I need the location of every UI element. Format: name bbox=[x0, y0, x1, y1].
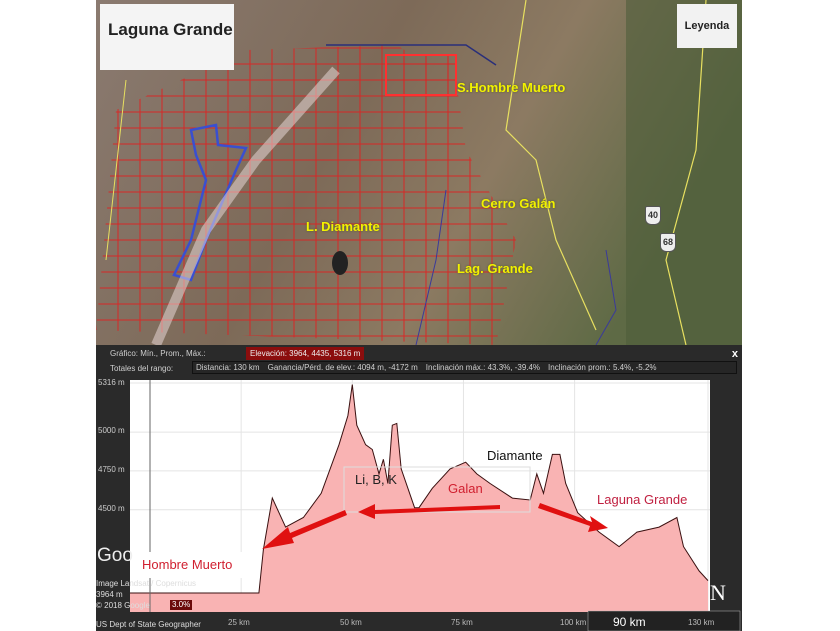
north-arrow-icon[interactable]: N bbox=[710, 580, 726, 605]
attribution-imagery: Image Landsat / Copernicus bbox=[96, 579, 197, 588]
distance-stat: Distancia: 130 km bbox=[196, 363, 260, 372]
elevation-stats-bar: Gráfico: Mín., Prom., Máx.: Elevación: 3… bbox=[96, 345, 742, 380]
place-label-lag-grande: Lag. Grande bbox=[457, 261, 533, 276]
max-slope-stat: Inclinación máx.: 43.3%, -39.4% bbox=[425, 363, 541, 372]
hombre-muerto-label-box bbox=[138, 552, 256, 578]
elevation-stat: Elevación: 3964, 4435, 5316 m bbox=[246, 347, 365, 360]
y-tick-label: 5316 m bbox=[98, 378, 125, 387]
close-profile-button[interactable]: x bbox=[731, 348, 738, 360]
map-imagery bbox=[96, 0, 742, 345]
place-label-cerro-galan: Cerro Galán bbox=[481, 196, 556, 211]
arrow-left-hombre-muerto bbox=[262, 510, 347, 549]
range-totals-label: Totales del rango: bbox=[110, 364, 174, 373]
avg-slope-stat: Inclinación prom.: 5.4%, -5.2% bbox=[548, 363, 657, 372]
cursor-slope: 3.0% bbox=[170, 600, 193, 610]
place-label-hombre-muerto: S.Hombre Muerto bbox=[457, 80, 566, 95]
attribution-copyright: © 2018 Google bbox=[96, 601, 150, 610]
annotation-laguna-grande: Laguna Grande bbox=[597, 492, 688, 507]
attribution-geographer: US Dept of State Geographer bbox=[96, 620, 201, 629]
route-40-shield-icon: 40 bbox=[645, 206, 661, 225]
annotation-li-b-k: Li, B, K bbox=[355, 472, 397, 487]
x-tick-label: 25 km bbox=[228, 618, 250, 627]
annotation-box bbox=[343, 466, 531, 513]
annotation-hombre-muerto: Hombre Muerto bbox=[142, 557, 233, 572]
annotation-arrows bbox=[262, 503, 608, 549]
legend-button[interactable]: Leyenda bbox=[677, 4, 737, 48]
scale-bar bbox=[587, 610, 741, 631]
range-totals-row: Distancia: 130 km Ganancia/Pérd. de elev… bbox=[192, 361, 737, 374]
place-label-diamante: L. Diamante bbox=[306, 219, 380, 234]
satellite-map[interactable] bbox=[96, 0, 742, 345]
google-logo: Goo bbox=[97, 545, 133, 566]
map-title: Laguna Grande bbox=[108, 20, 233, 39]
x-tick-label: 75 km bbox=[451, 618, 473, 627]
x-tick-label: 50 km bbox=[340, 618, 362, 627]
x-tick-label: 100 km bbox=[560, 618, 587, 627]
elevation-line bbox=[130, 384, 709, 594]
graph-label: Gráfico: Mín., Prom., Máx.: bbox=[110, 349, 206, 358]
arrow-left-galan bbox=[358, 504, 500, 519]
arrow-right-laguna-grande bbox=[538, 503, 608, 532]
gain-loss-stat: Ganancia/Pérd. de elev.: 4094 m, -4172 m bbox=[267, 363, 418, 372]
y-tick-label: 4750 m bbox=[98, 465, 125, 474]
annotation-galan: Galan bbox=[448, 481, 483, 496]
y-tick-label: 4500 m bbox=[98, 504, 125, 513]
cursor-elevation: 3964 m bbox=[96, 590, 123, 599]
y-tick-label: 5000 m bbox=[98, 426, 125, 435]
scale-label: 90 km bbox=[613, 615, 646, 629]
x-tick-label: 130 km bbox=[688, 618, 715, 627]
annotation-diamante: Diamante bbox=[487, 448, 543, 463]
elevation-area bbox=[130, 384, 708, 612]
map-title-box: Laguna Grande bbox=[100, 4, 234, 70]
route-68-shield-icon: 68 bbox=[660, 233, 676, 252]
